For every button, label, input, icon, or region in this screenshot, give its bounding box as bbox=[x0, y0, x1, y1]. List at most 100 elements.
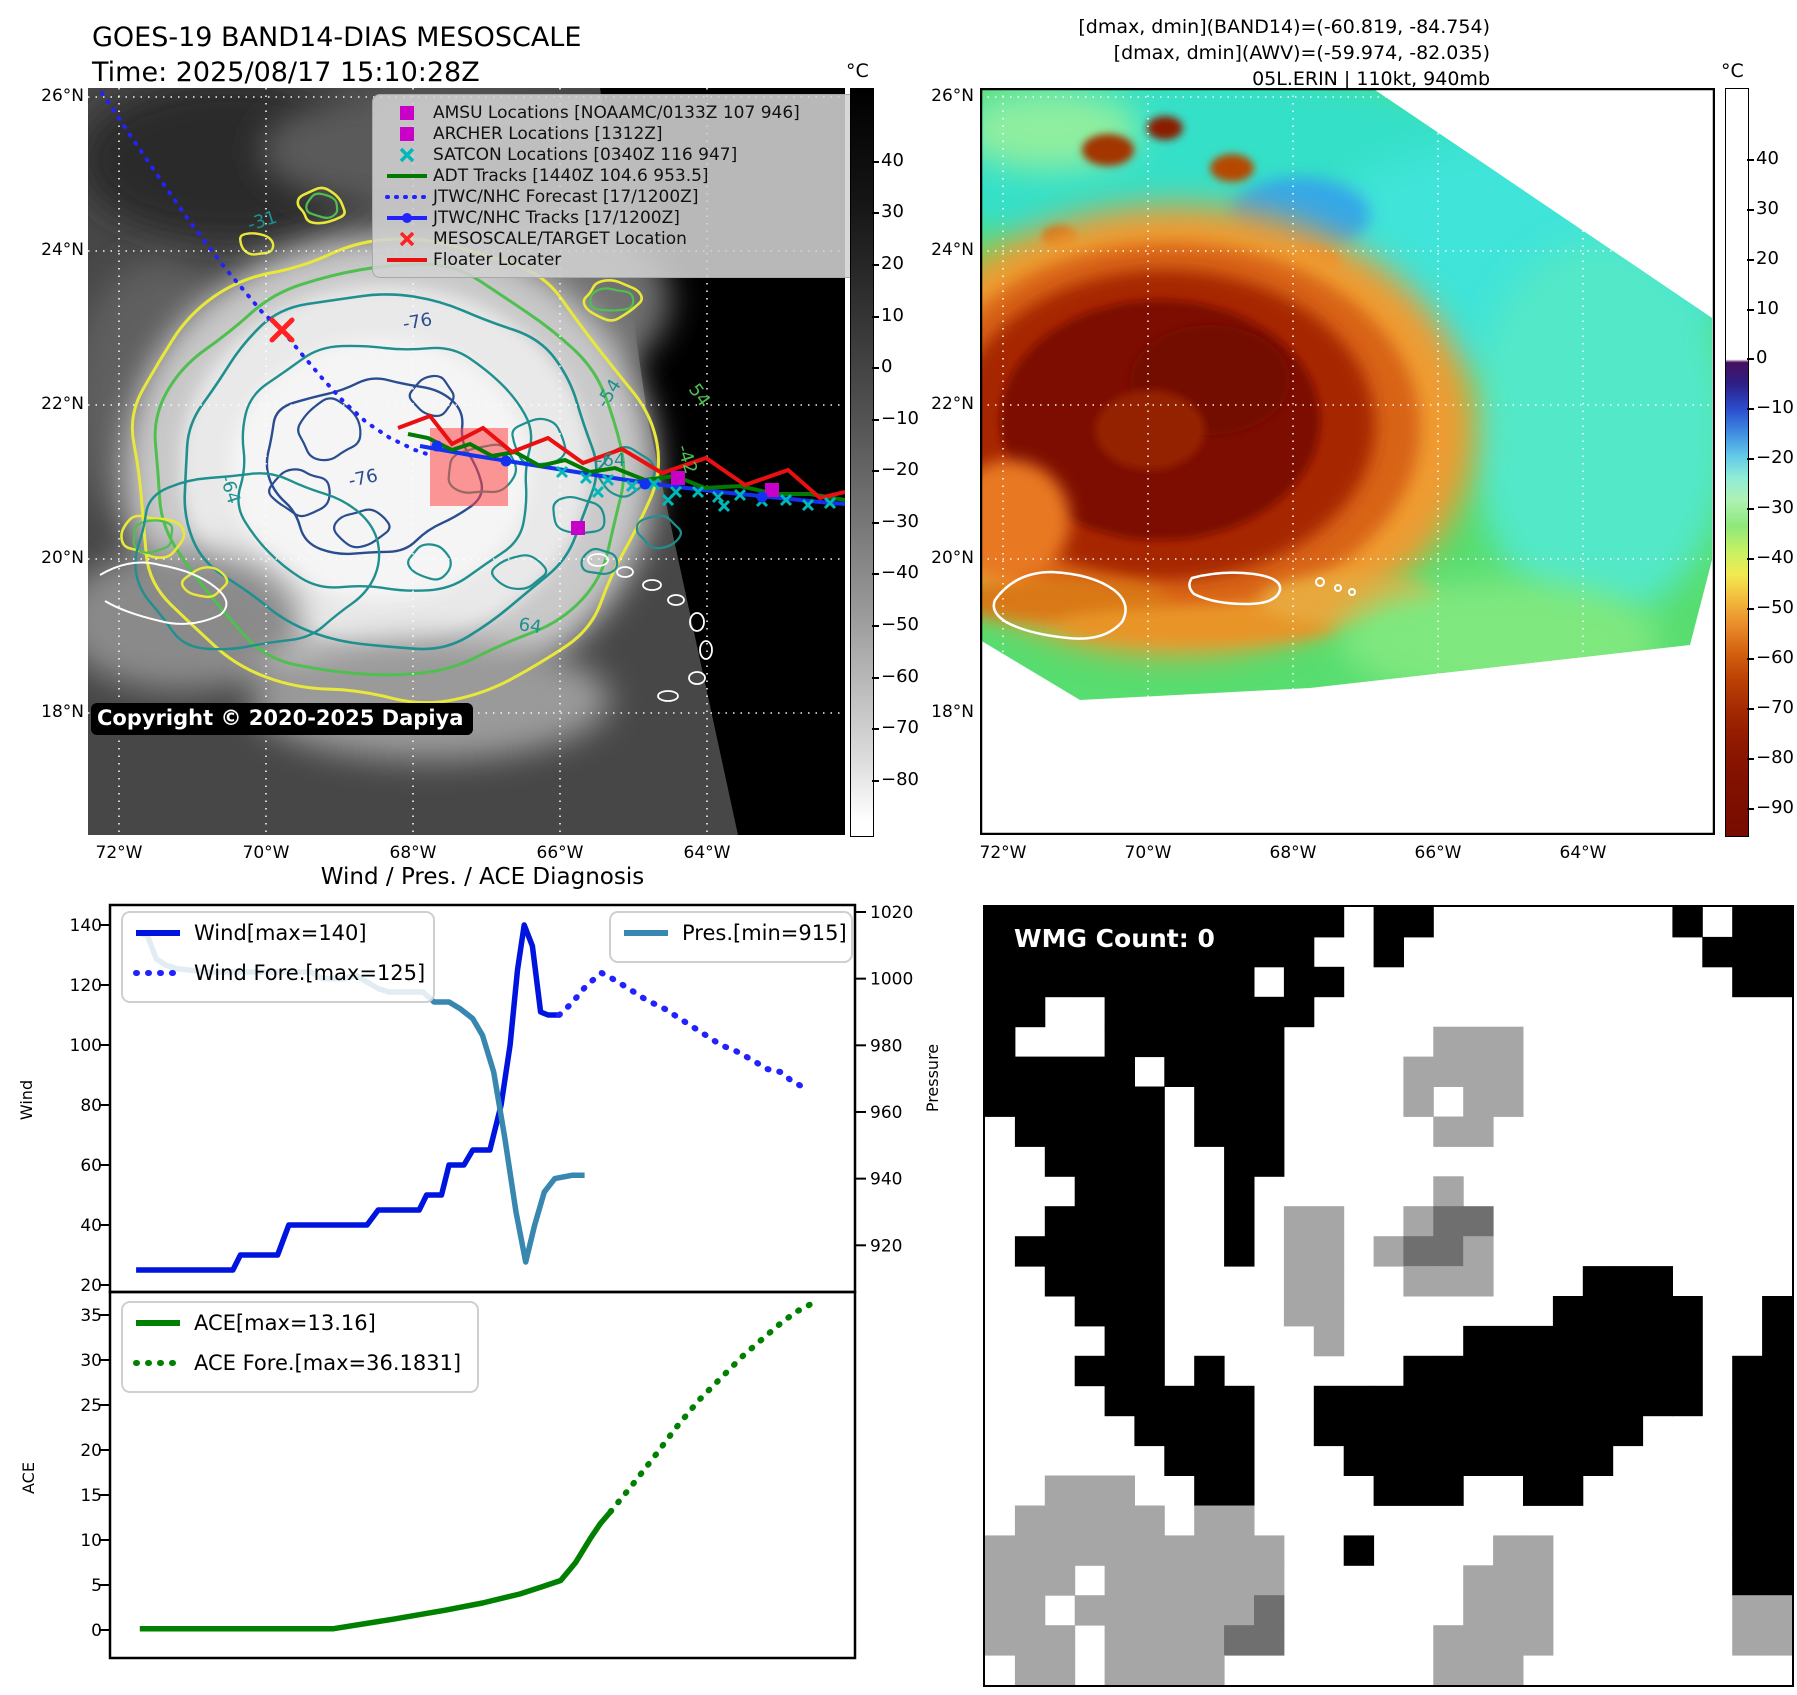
coastline-puerto-rico bbox=[1188, 571, 1282, 606]
colorbar-tick-mark bbox=[872, 625, 879, 628]
colorbar-tick-label: −60 bbox=[1756, 646, 1794, 668]
square-legend-icon bbox=[400, 105, 414, 120]
axis-tick-label: 100 bbox=[70, 1036, 102, 1056]
lat-tick-label: 24°N bbox=[41, 240, 84, 260]
axis-tick-label: 15 bbox=[80, 1486, 102, 1506]
colorbar-unit: °C bbox=[1721, 60, 1744, 82]
graticule bbox=[980, 88, 1712, 700]
contour-label: -64 bbox=[596, 450, 625, 471]
colorbar-tick-mark bbox=[872, 160, 879, 163]
colorbar-tick-mark bbox=[1747, 807, 1754, 810]
series-forecast bbox=[556, 970, 806, 1090]
lon-tick-label: 66°W bbox=[1414, 843, 1462, 863]
lat-tick-label: 22°N bbox=[41, 394, 84, 414]
colorbar-tick-label: −10 bbox=[881, 407, 919, 429]
lon-tick-label: 66°W bbox=[536, 843, 584, 863]
colorbar-tick-mark bbox=[872, 418, 879, 421]
series-observed bbox=[136, 922, 560, 1273]
x-legend-icon bbox=[399, 147, 415, 162]
colorbar-tick-label: 0 bbox=[881, 356, 893, 378]
coastline-small-islands bbox=[1315, 577, 1356, 596]
legend-item: MESOSCALE/TARGET Location bbox=[381, 228, 854, 249]
axis-tick-label: 120 bbox=[70, 976, 102, 996]
axis-tick-label: 940 bbox=[870, 1170, 902, 1190]
colorbar-tick-mark bbox=[872, 212, 879, 215]
colorbar-tick-mark bbox=[1747, 158, 1754, 161]
enhanced-colorbar bbox=[1725, 88, 1749, 837]
panel-title: GOES-19 BAND14-DIAS MESOSCALE Time: 2025… bbox=[92, 20, 581, 90]
axis-tick-label: 25 bbox=[80, 1396, 102, 1416]
colorbar-tick-mark bbox=[1747, 408, 1754, 411]
colorbar-tick-label: 30 bbox=[1756, 197, 1779, 219]
legend-item-label: JTWC/NHC Tracks [17/1200Z] bbox=[433, 207, 680, 228]
lon-tick-label: 70°W bbox=[242, 843, 290, 863]
dmax-dmin-awv: [dmax, dmin](AWV)=(-59.974, -82.035) bbox=[1113, 42, 1490, 64]
lon-tick-label: 64°W bbox=[683, 843, 731, 863]
legend-item: ADT Tracks [1440Z 104.6 953.5] bbox=[381, 165, 854, 186]
colorbar-tick-mark bbox=[1747, 458, 1754, 461]
legend-item: SATCON Locations [0340Z 116 947] bbox=[381, 144, 854, 165]
diagnostics-header: [dmax, dmin](BAND14)=(-60.819, -84.754) … bbox=[1000, 14, 1490, 92]
axis-tick-label: 30 bbox=[80, 1351, 102, 1371]
wmg-pixel-grid bbox=[985, 907, 1792, 1685]
lon-tick-label: 70°W bbox=[1124, 843, 1172, 863]
colorbar-tick-label: −80 bbox=[1756, 746, 1794, 768]
legend-item-label: MESOSCALE/TARGET Location bbox=[433, 228, 687, 249]
colorbar-tick-mark bbox=[872, 263, 879, 266]
chart-legend-label: Pres.[min=915] bbox=[682, 921, 847, 945]
colorbar-tick-label: −30 bbox=[1756, 497, 1794, 519]
axis-tick-label: 60 bbox=[80, 1156, 102, 1176]
colorbar-tick-label: 30 bbox=[881, 201, 904, 223]
colorbar-tick-label: −50 bbox=[1756, 596, 1794, 618]
colorbar-tick-mark bbox=[1747, 607, 1754, 610]
axis-tick-label: 140 bbox=[70, 916, 102, 936]
colorbar-tick-label: −60 bbox=[881, 665, 919, 687]
square-legend-icon bbox=[400, 126, 414, 141]
grayscale-colorbar bbox=[850, 88, 874, 837]
colorbar-tick-label: 10 bbox=[881, 304, 904, 326]
lon-tick-label: 68°W bbox=[1269, 843, 1317, 863]
colorbar-tick-mark bbox=[1747, 508, 1754, 511]
copyright-badge: Copyright © 2020-2025 Dapiya bbox=[91, 703, 474, 735]
temperature-contours bbox=[120, 186, 683, 705]
chart-legend-label: ACE Fore.[max=36.1831] bbox=[194, 1351, 461, 1375]
axis-tick-label: 20 bbox=[80, 1441, 102, 1461]
colorbar-tick-mark bbox=[872, 676, 879, 679]
lon-tick-label: 68°W bbox=[389, 843, 437, 863]
lon-tick-label: 72°W bbox=[95, 843, 143, 863]
series-observed bbox=[139, 1509, 613, 1632]
colorbar-tick-label: −70 bbox=[1756, 696, 1794, 718]
colorbar-tick-label: −10 bbox=[1756, 397, 1794, 419]
colorbar-tick-label: 20 bbox=[1756, 247, 1779, 269]
track-markers bbox=[431, 440, 837, 535]
colorbar-tick-label: 40 bbox=[881, 149, 904, 171]
colorbar-tick-label: −20 bbox=[881, 459, 919, 481]
chart-legend-label: Wind[max=140] bbox=[194, 921, 367, 945]
coastline-antilles bbox=[587, 553, 713, 702]
lat-tick-label: 20°N bbox=[41, 548, 84, 568]
ace-axis-label: ACE bbox=[19, 1462, 38, 1494]
lon-tick-label: 72°W bbox=[979, 843, 1027, 863]
colorbar-tick-label: 40 bbox=[1756, 147, 1779, 169]
axis-tick-label: 10 bbox=[80, 1531, 102, 1551]
panel-title-line1: GOES-19 BAND14-DIAS MESOSCALE bbox=[92, 22, 582, 53]
pressure-axis-label: Pressure bbox=[923, 1044, 942, 1112]
legend-item-label: Floater Locater bbox=[433, 249, 562, 270]
lat-tick-label: 26°N bbox=[41, 86, 84, 106]
legend-item-label: ADT Tracks [1440Z 104.6 953.5] bbox=[433, 165, 709, 186]
colorbar-unit: °C bbox=[846, 60, 869, 82]
panel-title-line2: Time: 2025/08/17 15:10:28Z bbox=[92, 57, 480, 88]
colorbar-tick-label: 20 bbox=[881, 252, 904, 274]
storm-id-intensity: 05L.ERIN | 110kt, 940mb bbox=[1252, 68, 1490, 90]
axis-tick-label: 960 bbox=[870, 1103, 902, 1123]
floater-locater-track bbox=[397, 413, 845, 501]
lon-tick-label: 64°W bbox=[1559, 843, 1607, 863]
colorbar-tick-mark bbox=[1747, 657, 1754, 660]
axis-tick-label: 35 bbox=[80, 1306, 102, 1326]
series-forecast bbox=[607, 1301, 814, 1515]
legend-item: AMSU Locations [NOAAMC/0133Z 107 946] bbox=[381, 102, 854, 123]
colorbar-tick-mark bbox=[872, 367, 879, 370]
colorbar-tick-label: −80 bbox=[881, 768, 919, 790]
